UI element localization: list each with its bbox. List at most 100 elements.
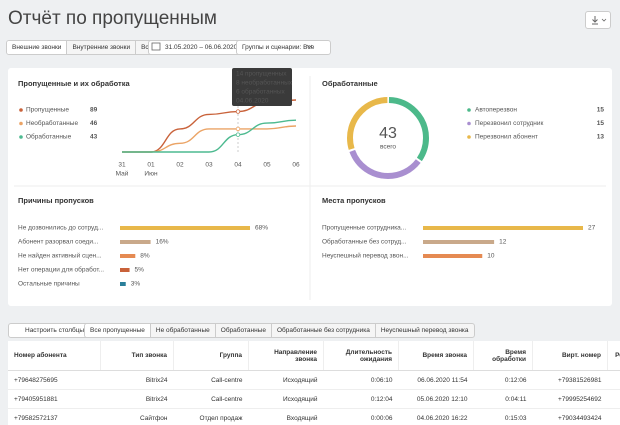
column-header: Рекламная кампания: [607, 341, 620, 371]
call-type-tab[interactable]: Внутренние звонки: [66, 41, 135, 54]
legend-total: 46: [90, 120, 98, 127]
groups-select[interactable]: Группы и сценарии: Все: [236, 40, 332, 55]
table-cell: 0:06:10: [323, 370, 399, 390]
bar-label: Пропущенные сотрудника...: [322, 225, 406, 232]
legend-dot: [467, 108, 471, 112]
chart-title: Обработанные: [322, 79, 378, 88]
page-title: Отчёт по пропущенным: [8, 8, 217, 29]
x-tick-label: 04: [234, 162, 242, 169]
bar-value: 5%: [135, 267, 145, 274]
table-cell: +79034493424: [532, 408, 608, 425]
table-tab[interactable]: Неуспешный перевод звонка: [374, 324, 474, 337]
series-line: [121, 125, 297, 153]
table-row[interactable]: +79648275695 Bitrix24 Call-centre Исходящий…: [8, 370, 620, 390]
legend-dot: [19, 108, 23, 112]
column-header: Вирт. номер: [532, 341, 608, 371]
x-tick-label: 03: [205, 162, 213, 169]
configure-columns[interactable]: Настроить столбцы: [8, 323, 92, 338]
column-header: Тип звонка: [100, 341, 174, 371]
column-header: Время звонка: [398, 341, 474, 371]
x-tick-label: 06: [292, 162, 300, 169]
legend-value: 15: [597, 120, 605, 127]
call-type-tab[interactable]: Все: [135, 41, 157, 54]
bar: [120, 282, 126, 286]
table-cell: Call-centre: [173, 370, 249, 390]
table-tabs: Все пропущенные Не обработанные Обработанн…: [84, 323, 475, 338]
x-month-label: Июн: [144, 171, 158, 178]
bar: [120, 268, 130, 272]
table-cell: ООО Роснилст: [607, 370, 620, 390]
legend-label: Пропущенные: [26, 107, 69, 114]
table-tab[interactable]: Обработанные без сотрудника: [270, 324, 375, 337]
call-type-tab[interactable]: Внешние звонки: [7, 41, 67, 54]
table-row[interactable]: +79582572137 Сайтфон Отдел продаж Входящий 0…: [8, 408, 620, 425]
table-cell: Сайтфон: [100, 408, 174, 425]
hover-point: [235, 126, 241, 132]
chart-title: Пропущенные и их обработка: [18, 79, 130, 88]
chart-title: Причины пропусков: [18, 196, 94, 205]
download-button[interactable]: [585, 11, 611, 29]
x-tick-label: 02: [176, 162, 184, 169]
table-tab[interactable]: Все пропущенные: [85, 324, 150, 337]
table-cell: Беспроцентные вы: [607, 408, 620, 425]
table-cell: Входящий: [248, 408, 324, 425]
download-icon: [592, 16, 607, 25]
donut-segment: [347, 97, 429, 179]
table-cell: Вклад - Ставка: [607, 389, 620, 409]
column-header: Время обработки: [473, 341, 533, 371]
legend-value: 15: [597, 107, 605, 114]
bar: [120, 240, 151, 244]
table-cell: Bitrix24: [100, 370, 174, 390]
legend-label: Перезвонил абонент: [475, 133, 538, 141]
legend-dot: [467, 135, 471, 139]
table-cell: +79995254692: [532, 389, 608, 409]
tooltip-line: 14 пропущенных: [236, 71, 287, 78]
table-cell: 0:04:11: [473, 389, 533, 409]
bar-label: Обработанные без сотруд...: [322, 238, 407, 246]
column-header: Направление звонка: [248, 341, 324, 371]
table-cell: 0:15:03: [473, 408, 533, 425]
table-cell: 04.06.2020 16:22: [398, 408, 474, 425]
donut-segment: [347, 97, 429, 179]
table-row[interactable]: +79405951881 Bitrix24 Call-centre Исходящий…: [8, 389, 620, 409]
bar-label: Нет операции для обработ...: [18, 266, 104, 274]
series-line: [121, 119, 297, 153]
bar: [423, 240, 495, 244]
bar-label: Неуспешный перевод звон...: [322, 252, 409, 260]
hover-point: [235, 132, 241, 137]
table-cell: 05.06.2020 12:10: [398, 389, 474, 409]
x-tick-label: 31: [118, 162, 126, 169]
table-header: Номер абонента Тип звонка Группа Направлени…: [8, 341, 620, 371]
tooltip: [232, 68, 292, 106]
legend-label: Обработанные: [26, 133, 72, 141]
table-cell: +79381526981: [532, 370, 608, 390]
date-range[interactable]: 31.05.2020 – 06.06.2020: [148, 40, 244, 55]
tooltip-line: 8 необработанных: [236, 79, 293, 87]
legend-dot: [19, 135, 23, 139]
calendar-icon: [151, 42, 161, 51]
bar: [120, 254, 136, 258]
table-cell: Исходящий: [248, 370, 324, 390]
table-tab[interactable]: Не обработанные: [149, 324, 215, 337]
table-body: +79648275695 Bitrix24 Call-centre Исходящий…: [8, 370, 620, 425]
table-cell: +79405951881: [8, 389, 101, 409]
legend-label: Перезвонил сотрудник: [475, 120, 544, 127]
donut-total-label: всего: [380, 144, 396, 151]
bar-label: Не найден активный сцен...: [18, 252, 102, 260]
bar: [120, 226, 250, 230]
column-header: Группа: [173, 341, 249, 371]
table-wrap: Номер абонента Тип звонка Группа Направлени…: [8, 341, 620, 425]
table-cell: 06.06.2020 11:54: [398, 370, 474, 390]
legend-dot: [467, 121, 471, 126]
bar-value: 12: [499, 239, 507, 246]
table-cell: Bitrix24: [100, 389, 174, 409]
table-cell: 0:00:06: [323, 408, 399, 425]
table-cell: +79582572137: [8, 408, 101, 425]
series-line: [121, 99, 297, 153]
bar-label: Остальные причины: [18, 281, 80, 288]
table-tab[interactable]: Обработанные: [214, 324, 271, 337]
bar: [423, 226, 583, 230]
bar-value: 3%: [131, 281, 141, 288]
bar-value: 27: [588, 225, 596, 232]
